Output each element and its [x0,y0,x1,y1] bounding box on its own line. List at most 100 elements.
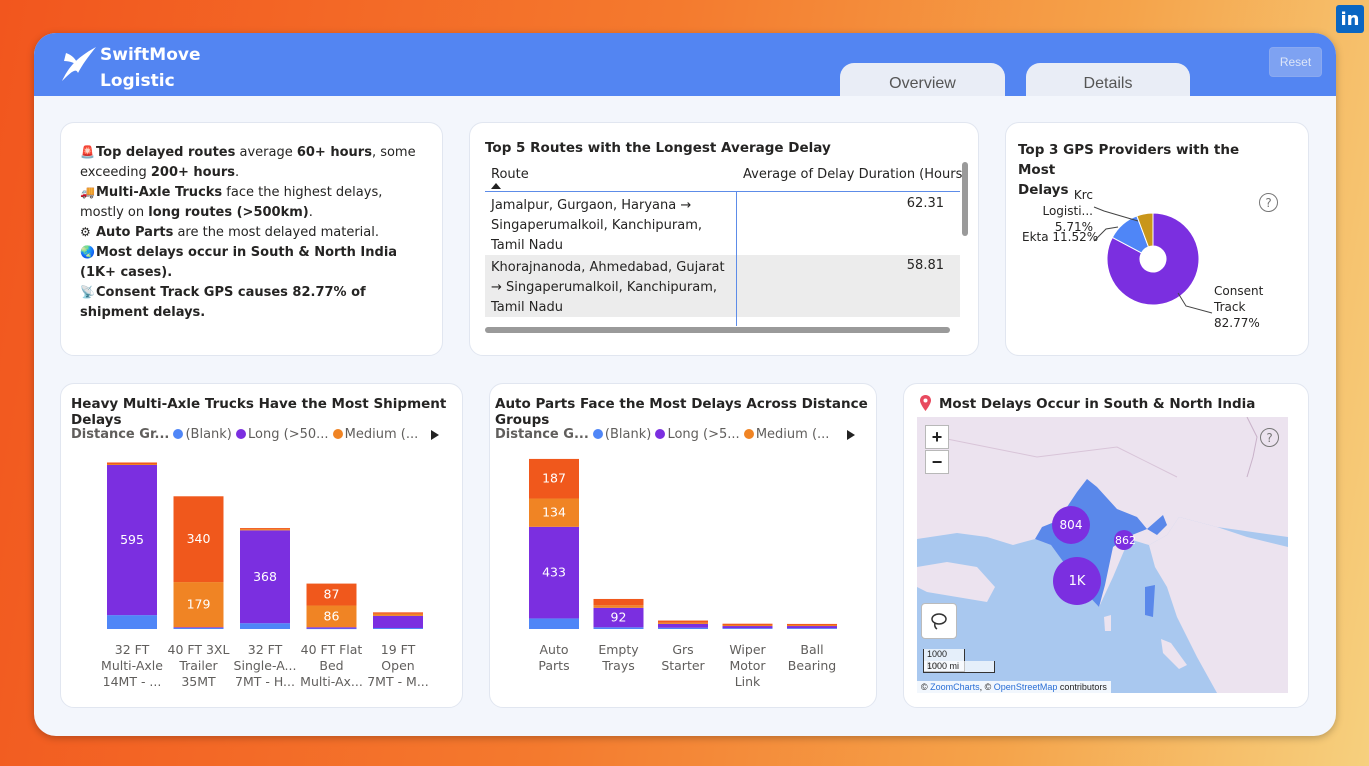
bar-segment[interactable] [787,626,837,629]
zoom-in-button[interactable]: + [925,425,949,449]
x-tick-label: Parts [538,658,569,673]
bar-segment[interactable] [787,623,837,625]
bar-segment[interactable] [658,622,708,624]
scale-mi: 1000 mi [923,661,995,673]
x-tick-label: Motor [729,658,766,673]
vertical-scrollbar[interactable] [962,162,968,236]
bar-segment[interactable] [722,626,773,629]
bar-segment[interactable] [529,458,579,499]
bar-segment[interactable] [722,623,773,625]
bar-segment[interactable] [529,618,579,629]
legend-next-icon[interactable] [431,430,439,440]
x-tick-label: 40 FT 3XL [168,642,230,657]
map-attribution: © ZoomCharts, © OpenStreetMap contributo… [917,681,1111,693]
bar-segment[interactable] [529,526,579,619]
insight-text: 200+ hours [150,165,236,180]
bar-segment[interactable] [240,528,290,530]
insight-text: , some exceeding [80,145,416,180]
bar-segment[interactable] [240,529,290,531]
bar-segment[interactable] [240,623,290,629]
bar-segment[interactable] [529,498,579,527]
cluster-south[interactable]: 1K [1053,557,1101,605]
bar-segment[interactable] [240,530,290,624]
sort-ascending-icon[interactable] [491,183,501,189]
table-row[interactable]: Khorajnanoda, Ahmedabad, Gujarat → Singa… [485,255,960,317]
bar-segment[interactable] [593,627,644,629]
delay-column-header[interactable]: Average of Delay Duration (Hours) [743,167,968,182]
logo-line-2: Logistic [100,71,175,91]
cluster-north[interactable]: 804 [1052,506,1090,544]
bar-segment[interactable] [107,465,157,616]
tab-details[interactable]: Details [1026,63,1190,96]
x-tick-label: Trailer [178,658,218,673]
bar-segment[interactable] [107,462,157,464]
attrib-text: contributors [1057,682,1107,692]
bar-segment[interactable] [173,627,224,628]
bar-segment[interactable] [593,598,644,606]
header-divider [485,191,960,192]
x-tick-label: Grs [672,642,693,657]
bar-segment[interactable] [306,627,357,629]
bar-segment[interactable] [306,583,357,606]
reset-button[interactable]: Reset [1269,47,1322,77]
x-tick-label: Single-A... [234,658,297,673]
lasso-select-button[interactable] [921,603,957,639]
horizontal-scrollbar[interactable] [485,327,950,333]
bar-segment[interactable] [373,612,423,614]
bar-segment[interactable] [722,628,773,629]
table-row[interactable]: Jamalpur, Gurgaon, Haryana → Singaperuma… [485,193,960,255]
x-tick-label: Bed [319,658,343,673]
gps-chart-title: Top 3 GPS Providers with the Most Delays [1018,140,1278,200]
consent-label: Consent Track 82.77% [1214,283,1263,331]
legend-item-medium[interactable]: Medium (... [743,427,829,442]
openstreetmap-link[interactable]: OpenStreetMap [993,682,1058,692]
route-column-header[interactable]: Route [491,167,529,182]
data-label: 86 [324,608,340,623]
bar-segment[interactable] [658,627,708,629]
bar-segment[interactable] [722,624,773,627]
bar-segment[interactable] [306,628,357,630]
bar-segment[interactable] [593,605,644,608]
bar-segment[interactable] [373,615,423,628]
legend-item-long[interactable]: Long (>5... [655,427,740,442]
insight-text: average [235,145,297,160]
cluster-east[interactable]: 862 [1114,530,1136,550]
bar-segment[interactable] [373,627,423,629]
legend-item-blank[interactable]: (Blank) [173,427,232,442]
legend-title: Distance Gr... [71,427,170,442]
tab-overview[interactable]: Overview [840,63,1005,96]
legend-item-long[interactable]: Long (>50... [236,427,329,442]
krc-name: Krc Logisti... [1042,188,1093,218]
bar-segment[interactable] [173,582,224,628]
data-label: 92 [611,610,627,625]
bar-segment[interactable] [173,496,224,583]
bar-segment[interactable] [787,624,837,627]
bar-segment[interactable] [373,613,423,616]
bar-segment[interactable] [787,628,837,629]
india-map[interactable]: + − ? 804 862 1K 1000 km 1000 mi © ZoomC… [917,417,1288,693]
delay-cell: 58.81 [906,258,944,273]
route-cell: Jamalpur, Gurgaon, Haryana → Singaperuma… [491,198,703,253]
bar-segment[interactable] [658,620,708,623]
zoom-out-button[interactable]: − [925,450,949,474]
help-icon[interactable]: ? [1260,428,1279,447]
donut-slice[interactable] [1136,212,1154,248]
consent-line-1: Consent [1214,284,1264,298]
bar-segment[interactable] [306,605,357,628]
top-bar: SwiftMove Logistic Overview Details Rese… [34,33,1336,96]
linkedin-icon[interactable]: in [1336,5,1364,33]
donut-slice[interactable] [1106,212,1200,306]
legend-item-blank[interactable]: (Blank) [592,427,651,442]
zoomcharts-link[interactable]: ZoomCharts [930,682,980,692]
bar-segment[interactable] [658,623,708,628]
bar-segment[interactable] [107,615,157,629]
help-icon[interactable]: ? [1259,193,1278,212]
delay-cell: 62.31 [906,196,944,211]
bar-segment[interactable] [173,627,224,629]
legend-label: Long (>5... [667,427,740,442]
bar-segment[interactable] [107,463,157,465]
legend-next-icon[interactable] [847,430,855,440]
legend-item-medium[interactable]: Medium (... [332,427,418,442]
bar-segment[interactable] [593,607,644,628]
